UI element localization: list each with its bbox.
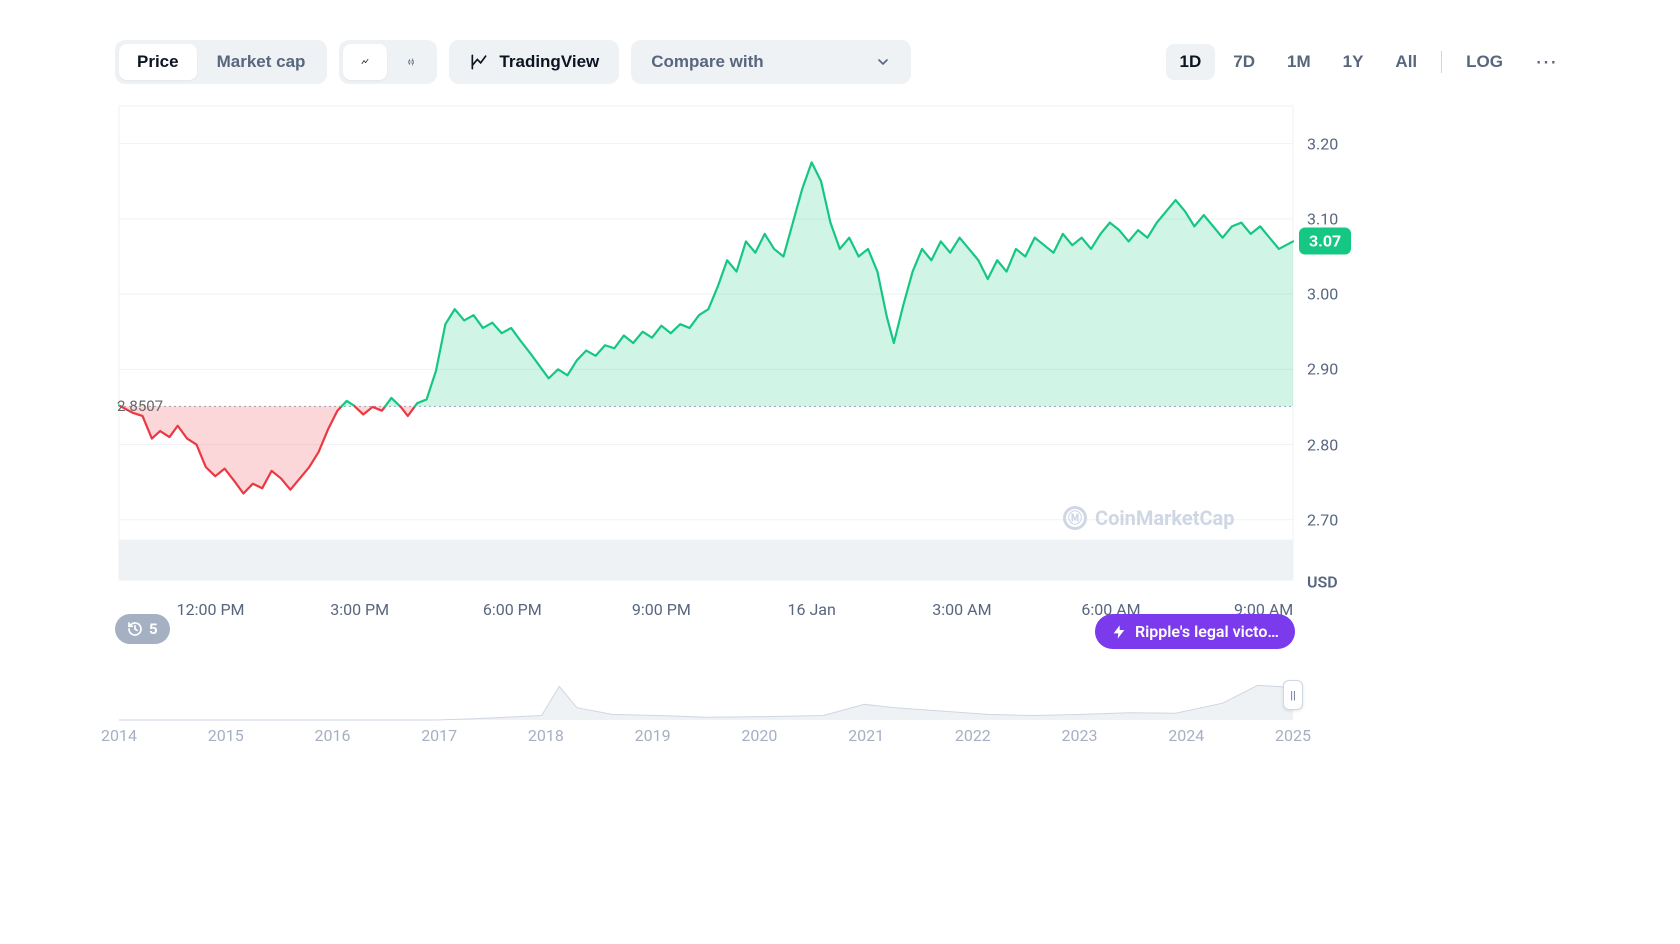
nav-year-label: 2017: [421, 726, 457, 745]
y-axis-tick: 2.70: [1307, 510, 1338, 529]
nav-year-label: 2015: [208, 726, 244, 745]
chevron-down-icon: [875, 54, 891, 70]
watermark: Ⓜ CoinMarketCap: [1063, 506, 1235, 530]
watermark-text: CoinMarketCap: [1095, 506, 1235, 530]
range-1d-button[interactable]: 1D: [1166, 44, 1216, 80]
line-chart-icon[interactable]: [343, 44, 387, 80]
chart-annotations-row: 5 Ripple's legal victo…: [115, 614, 1355, 654]
y-axis-tick: 2.90: [1307, 360, 1338, 379]
watermark-icon: Ⓜ: [1063, 506, 1087, 530]
y-axis-tick: 2.80: [1307, 435, 1338, 454]
nav-year-label: 2016: [314, 726, 350, 745]
nav-year-label: 2021: [848, 726, 884, 745]
tradingview-button[interactable]: TradingView: [449, 40, 619, 84]
nav-year-label: 2022: [955, 726, 991, 745]
compare-label: Compare with: [651, 52, 763, 72]
compare-dropdown[interactable]: Compare with: [631, 40, 911, 84]
history-icon: [127, 621, 143, 637]
separator: [1441, 51, 1442, 73]
time-range-bar: 1D7D1M1YAll LOG: [1166, 40, 1517, 84]
range-7d-button[interactable]: 7D: [1219, 44, 1269, 80]
bolt-icon: [1111, 624, 1127, 640]
nav-year-label: 2023: [1062, 726, 1098, 745]
y-axis-tick: 3.00: [1307, 285, 1338, 304]
tradingview-icon: [469, 52, 489, 72]
nav-year-label: 2019: [635, 726, 671, 745]
navigator-handle[interactable]: ||: [1283, 680, 1303, 710]
nav-year-label: 2020: [741, 726, 777, 745]
chart-type-toggle: [339, 40, 437, 84]
y-axis-tick: 3.20: [1307, 134, 1338, 153]
chart-area: 2.702.802.903.003.103.20USD 12:00 PM3:00…: [115, 102, 1355, 748]
history-count: 5: [149, 620, 158, 638]
marketcap-view-button[interactable]: Market cap: [199, 44, 324, 80]
y-axis-tick: 3.10: [1307, 209, 1338, 228]
more-options-button[interactable]: ⋯: [1529, 45, 1565, 79]
candlestick-chart-icon[interactable]: [389, 44, 433, 80]
range-1y-button[interactable]: 1Y: [1329, 44, 1378, 80]
nav-year-label: 2018: [528, 726, 564, 745]
nav-year-label: 2025: [1275, 726, 1311, 745]
range-all-button[interactable]: All: [1381, 44, 1431, 80]
tradingview-label: TradingView: [499, 52, 599, 72]
nav-year-label: 2024: [1168, 726, 1204, 745]
range-1m-button[interactable]: 1M: [1273, 44, 1325, 80]
chart-toolbar: Price Market cap TradingView Compare wit…: [115, 40, 1565, 84]
log-scale-button[interactable]: LOG: [1452, 44, 1517, 80]
history-pill[interactable]: 5: [115, 614, 170, 644]
baseline-price-label: 2.8507: [117, 397, 163, 415]
y-axis-currency: USD: [1307, 573, 1338, 592]
news-pill[interactable]: Ripple's legal victo…: [1095, 614, 1295, 649]
news-text: Ripple's legal victo…: [1135, 622, 1279, 641]
nav-year-label: 2014: [101, 726, 137, 745]
current-price-badge: 3.07: [1299, 228, 1351, 255]
price-chart[interactable]: 2.702.802.903.003.103.20USD 12:00 PM3:00…: [115, 102, 1355, 612]
price-view-button[interactable]: Price: [119, 44, 197, 80]
view-toggle: Price Market cap: [115, 40, 327, 84]
navigator-chart[interactable]: || 2014201520162017201820192020202120222…: [115, 658, 1355, 748]
